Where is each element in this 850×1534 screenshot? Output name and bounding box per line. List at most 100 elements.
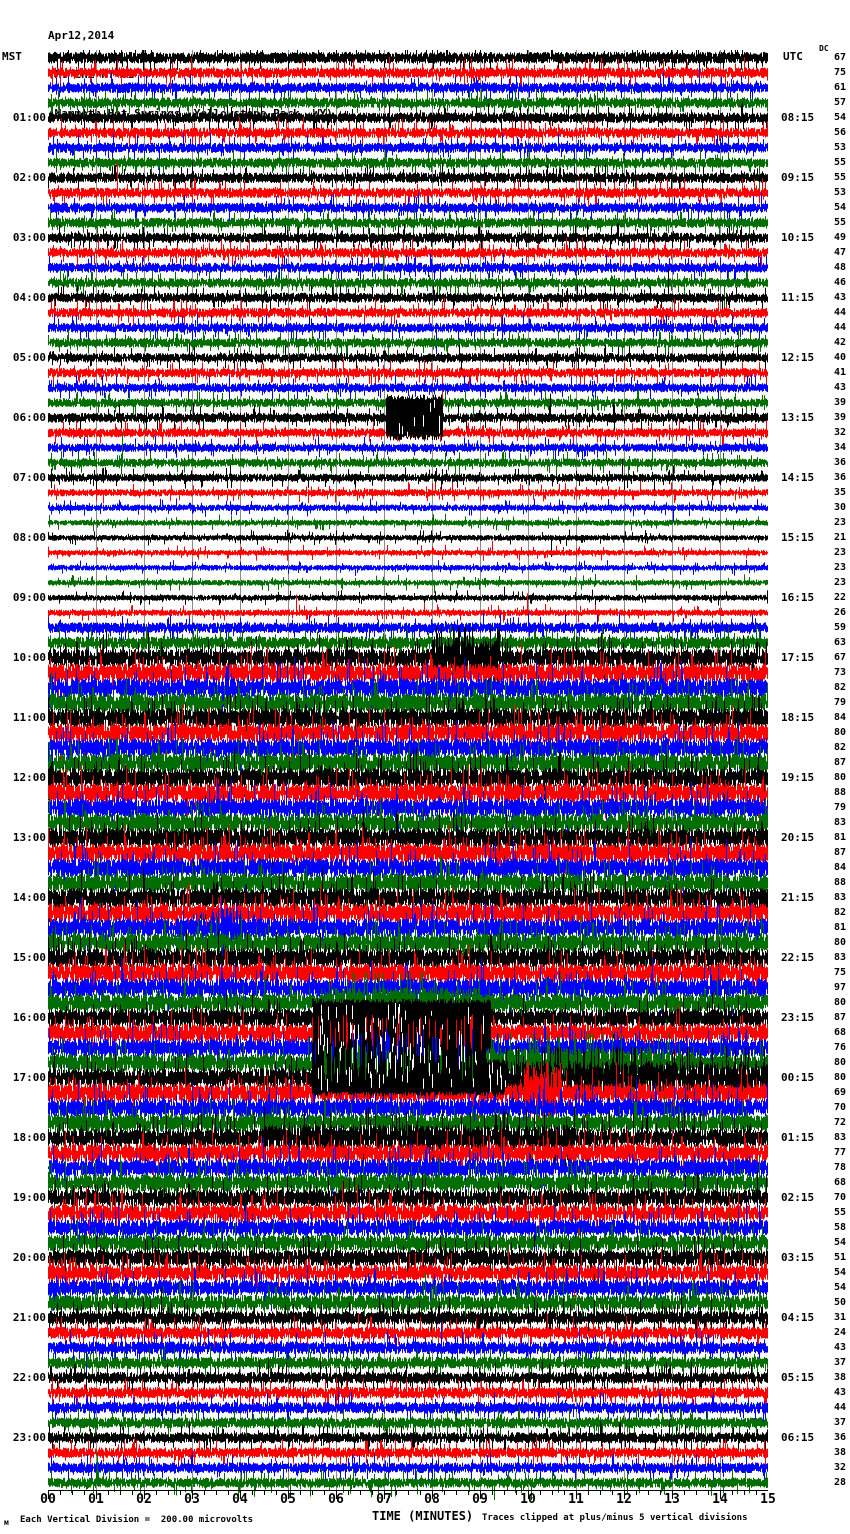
dc-offset-value: 59 — [833, 622, 846, 633]
dc-offset-value: 32 — [833, 427, 846, 438]
dc-offset-value: 68 — [833, 1027, 846, 1038]
dc-offset-value: 83 — [833, 817, 846, 828]
mst-hour-label: 23:00 — [12, 1431, 46, 1444]
x-axis-tick-label: 04 — [232, 1492, 248, 1507]
corner-mark: м — [4, 1518, 9, 1527]
x-axis-tick-label: 01 — [88, 1492, 104, 1507]
mst-hour-label: 02:00 — [12, 171, 46, 184]
dc-offset-value: 36 — [833, 1432, 846, 1443]
dc-offset-value: 37 — [833, 1417, 846, 1428]
dc-offset-value: 46 — [833, 277, 846, 288]
dc-offset-value: 56 — [833, 127, 846, 138]
dc-offset-value: 97 — [833, 982, 846, 993]
dc-offset-value: 38 — [833, 1447, 846, 1458]
dc-offset-value: 80 — [833, 772, 846, 783]
dc-offset-value: 73 — [833, 667, 846, 678]
clip-note: Traces clipped at plus/minus 5 vertical … — [482, 1513, 748, 1523]
dc-offset-value: 55 — [833, 172, 846, 183]
dc-offset-value: 51 — [833, 1252, 846, 1263]
utc-hour-label: 11:15 — [781, 291, 815, 304]
dc-offset-value: 67 — [833, 52, 846, 63]
dc-offset-value: 58 — [833, 1222, 846, 1233]
utc-hour-label: 04:15 — [781, 1311, 815, 1324]
dc-offset-value: 24 — [833, 1327, 846, 1338]
dc-offset-value: 87 — [833, 757, 846, 768]
mst-hour-label: 10:00 — [12, 651, 46, 664]
dc-offset-value: 76 — [833, 1042, 846, 1053]
x-axis-title: TIME (MINUTES) — [372, 1509, 474, 1523]
dc-offset-value: 88 — [833, 877, 846, 888]
dc-offset-value: 81 — [833, 832, 846, 843]
dc-offset-value: 69 — [833, 1087, 846, 1098]
dc-offset-value: 23 — [833, 517, 846, 528]
dc-offset-value: 43 — [833, 1387, 846, 1398]
dc-offset-value: 88 — [833, 787, 846, 798]
dc-offset-value: 34 — [833, 442, 846, 453]
mst-hour-label: 06:00 — [12, 411, 46, 424]
dc-offset-value: 75 — [833, 67, 846, 78]
dc-offset-value: 83 — [833, 952, 846, 963]
dc-offset-value: 22 — [833, 592, 846, 603]
dc-offset-value: 21 — [833, 532, 846, 543]
dc-offset-value: 87 — [833, 1012, 846, 1023]
x-axis-tick-label: 03 — [184, 1492, 200, 1507]
dc-offset-value: 68 — [833, 1177, 846, 1188]
dc-offset-value: 82 — [833, 682, 846, 693]
utc-hour-label: 03:15 — [781, 1251, 815, 1264]
utc-hour-label: 17:15 — [781, 651, 815, 664]
dc-offset-value: 67 — [833, 652, 846, 663]
dc-offset-value: 55 — [833, 217, 846, 228]
mst-hour-label: 15:00 — [12, 951, 46, 964]
dc-offset-value: 54 — [833, 202, 846, 213]
dc-offset-value: 78 — [833, 1162, 846, 1173]
mst-hour-label: 22:00 — [12, 1371, 46, 1384]
utc-hour-label: 14:15 — [781, 471, 815, 484]
dc-offset-value: 82 — [833, 907, 846, 918]
mst-hour-label: 18:00 — [12, 1131, 46, 1144]
x-axis-tick-label: 11 — [568, 1492, 584, 1507]
dc-offset-value: 72 — [833, 1117, 846, 1128]
dc-offset-value: 47 — [833, 247, 846, 258]
utc-hour-label: 19:15 — [781, 771, 815, 784]
dc-offset-value: 49 — [833, 232, 846, 243]
dc-offset-value: 23 — [833, 562, 846, 573]
x-axis-tick-label: 08 — [424, 1492, 440, 1507]
utc-hour-label: 12:15 — [781, 351, 815, 364]
x-axis-tick-label: 12 — [616, 1492, 632, 1507]
dc-offset-value: 54 — [833, 112, 846, 123]
dc-offset-value: 44 — [833, 1402, 846, 1413]
x-axis-tick-label: 02 — [136, 1492, 152, 1507]
utc-hour-label: 09:15 — [781, 171, 815, 184]
utc-hour-label: 00:15 — [781, 1071, 815, 1084]
dc-offset-value: 53 — [833, 142, 846, 153]
dc-offset-value: 50 — [833, 1297, 846, 1308]
utc-hour-label: 13:15 — [781, 411, 815, 424]
dc-offset-value: 41 — [833, 367, 846, 378]
dc-offset-value: 84 — [833, 862, 846, 873]
dc-offset-value: 84 — [833, 712, 846, 723]
dc-offset-value: 44 — [833, 322, 846, 333]
right-timezone-label: UTC — [783, 50, 803, 63]
dc-offset-value: 23 — [833, 577, 846, 588]
seismogram-trace-canvas — [48, 50, 768, 1500]
x-axis-tick-label: 14 — [712, 1492, 728, 1507]
dc-offset-value: 80 — [833, 1057, 846, 1068]
utc-hour-label: 01:15 — [781, 1131, 815, 1144]
dc-offset-value: 83 — [833, 892, 846, 903]
x-axis-tick-label: 09 — [472, 1492, 488, 1507]
division-note: Each Vertical Division = 200.00 microvol… — [20, 1515, 253, 1525]
dc-offset-value: 31 — [833, 1312, 846, 1323]
dc-offset-value: 79 — [833, 697, 846, 708]
mst-hour-label: 05:00 — [12, 351, 46, 364]
dc-offset-value: 87 — [833, 847, 846, 858]
dc-offset-value: 70 — [833, 1102, 846, 1113]
x-axis-tick-label: 07 — [376, 1492, 392, 1507]
dc-offset-value: 70 — [833, 1192, 846, 1203]
dc-offset-value: 39 — [833, 397, 846, 408]
utc-hour-label: 23:15 — [781, 1011, 815, 1024]
mst-hour-label: 13:00 — [12, 831, 46, 844]
dc-offset-value: 75 — [833, 967, 846, 978]
dc-offset-value: 63 — [833, 637, 846, 648]
utc-hour-label: 15:15 — [781, 531, 815, 544]
